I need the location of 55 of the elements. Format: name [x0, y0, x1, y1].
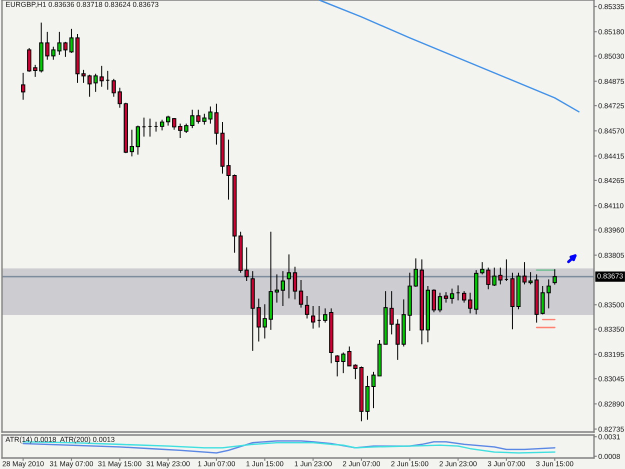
candlestick: [516, 272, 521, 310]
candlestick: [317, 306, 322, 328]
candlestick: [75, 33, 80, 84]
candlestick: [81, 69, 86, 84]
candlestick: [522, 262, 527, 285]
candlestick: [232, 174, 237, 254]
candlestick: [87, 74, 92, 98]
candlestick: [94, 73, 98, 92]
candlestick: [226, 139, 231, 200]
candlestick: [280, 270, 286, 307]
candlestick: [444, 292, 448, 304]
candlestick: [298, 280, 304, 308]
candlestick: [57, 31, 62, 56]
candlestick: [359, 366, 364, 422]
candlestick: [292, 266, 298, 300]
candlestick: [136, 125, 140, 156]
candlestick: [238, 231, 243, 274]
candlestick: [244, 246, 249, 282]
candlestick: [510, 272, 515, 330]
candlestick: [160, 119, 164, 131]
candlestick: [63, 41, 68, 58]
candlestick: [106, 70, 110, 90]
candlestick: [166, 115, 170, 126]
candlestick: [154, 121, 158, 132]
candlestick: [310, 306, 316, 330]
candlestick: [214, 103, 219, 146]
candlestick: [426, 286, 430, 343]
candlestick: [456, 284, 460, 301]
candlestick: [69, 28, 74, 54]
candlestick: [377, 340, 382, 377]
candlestick: [353, 364, 358, 380]
candlestick: [528, 272, 533, 285]
candlestick: [365, 375, 370, 420]
candlestick: [462, 290, 466, 304]
candlestick: [371, 371, 376, 409]
candlestick: [390, 290, 394, 335]
candlestick: [383, 290, 388, 346]
candlestick: [220, 122, 225, 174]
line-series: [318, 0, 580, 113]
candlestick: [534, 274, 539, 324]
candlestick: [208, 106, 213, 124]
candlestick: [100, 65, 104, 88]
candlestick: [130, 129, 134, 157]
candlestick: [498, 267, 502, 285]
candlestick: [142, 117, 146, 138]
candlestick: [286, 254, 292, 299]
candlestick: [552, 268, 557, 286]
candlestick: [432, 288, 436, 313]
candlestick: [450, 288, 454, 304]
candlestick: [438, 292, 442, 313]
candlestick: [304, 295, 310, 320]
candlestick: [202, 113, 206, 126]
candlestick: [504, 258, 509, 282]
candlestick: [21, 72, 26, 100]
candlestick: [148, 118, 152, 138]
